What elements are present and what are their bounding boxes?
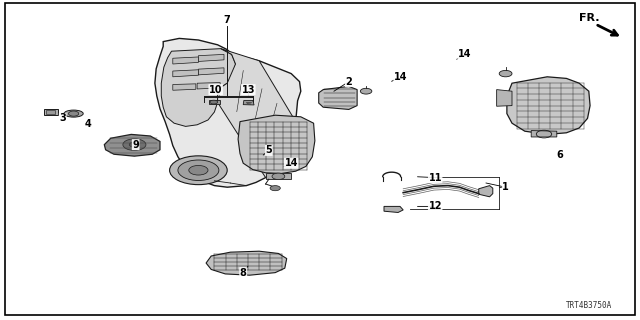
Polygon shape — [173, 84, 196, 90]
Polygon shape — [161, 49, 236, 126]
Polygon shape — [46, 110, 55, 114]
Text: 4: 4 — [85, 119, 92, 129]
Circle shape — [68, 111, 79, 116]
Circle shape — [270, 186, 280, 191]
Text: 14: 14 — [284, 158, 298, 168]
Polygon shape — [497, 90, 512, 106]
Text: 6: 6 — [557, 150, 563, 160]
Text: 8: 8 — [240, 268, 246, 278]
Polygon shape — [243, 100, 254, 105]
Polygon shape — [206, 251, 287, 275]
Polygon shape — [44, 109, 58, 115]
Text: 5: 5 — [266, 145, 272, 156]
Text: 12: 12 — [428, 201, 442, 212]
Text: 10: 10 — [209, 84, 223, 95]
Polygon shape — [173, 57, 198, 64]
Text: FR.: FR. — [579, 13, 600, 23]
Polygon shape — [173, 70, 198, 77]
Text: 9: 9 — [132, 140, 139, 150]
Text: 2: 2 — [346, 76, 352, 87]
Circle shape — [178, 160, 219, 180]
Polygon shape — [209, 100, 220, 104]
Polygon shape — [384, 206, 403, 212]
Circle shape — [272, 173, 285, 180]
Polygon shape — [155, 38, 301, 187]
Polygon shape — [507, 77, 590, 134]
Text: 3: 3 — [60, 113, 66, 124]
Text: 13: 13 — [241, 84, 255, 95]
Circle shape — [499, 70, 512, 77]
Text: 14: 14 — [458, 49, 472, 60]
Polygon shape — [198, 68, 224, 75]
Circle shape — [170, 156, 227, 185]
Text: 7: 7 — [223, 15, 230, 25]
Circle shape — [189, 165, 208, 175]
Polygon shape — [319, 86, 357, 109]
Text: TRT4B3750A: TRT4B3750A — [566, 301, 612, 310]
Polygon shape — [238, 115, 315, 173]
Text: 11: 11 — [428, 172, 442, 183]
Polygon shape — [266, 173, 291, 179]
Ellipse shape — [64, 110, 83, 117]
Polygon shape — [197, 83, 220, 89]
Circle shape — [360, 88, 372, 94]
Polygon shape — [104, 134, 160, 156]
Text: 1: 1 — [502, 182, 509, 192]
Polygon shape — [198, 54, 224, 61]
Text: 14: 14 — [394, 72, 408, 82]
Circle shape — [210, 100, 218, 104]
Polygon shape — [218, 49, 296, 178]
Polygon shape — [531, 131, 557, 137]
Circle shape — [129, 142, 140, 147]
Circle shape — [123, 139, 146, 150]
Polygon shape — [479, 186, 493, 197]
